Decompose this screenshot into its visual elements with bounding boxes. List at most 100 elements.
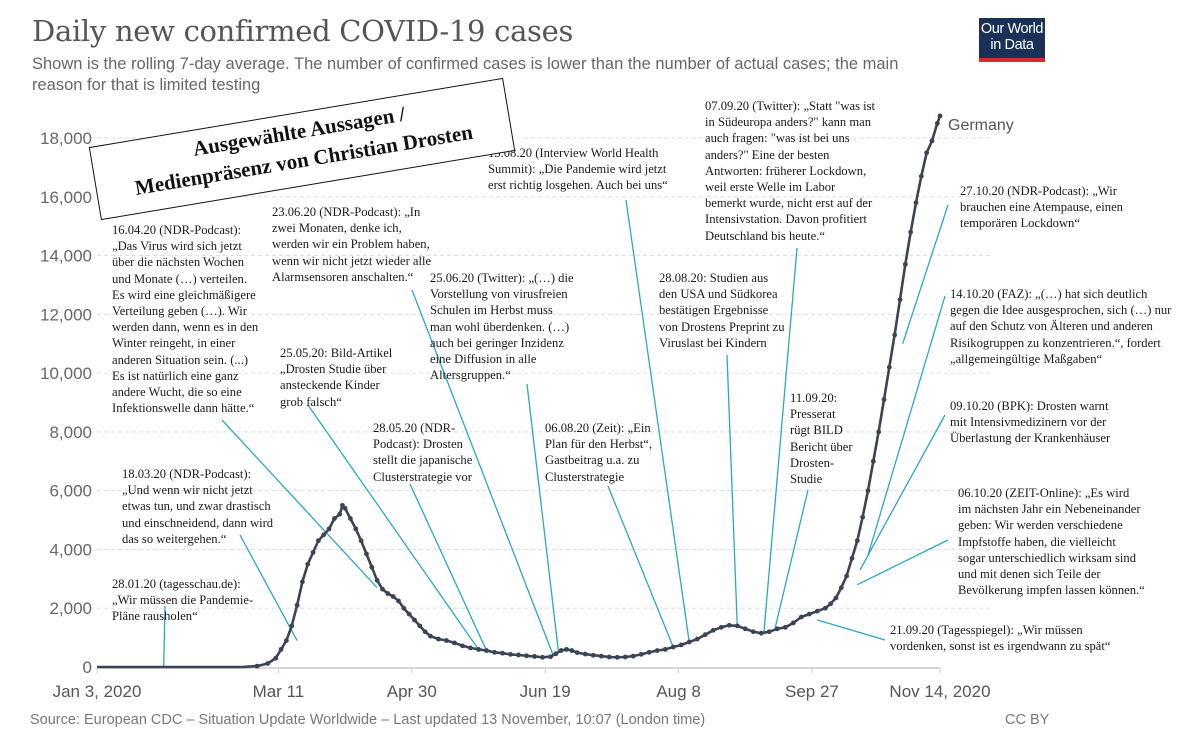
license-link[interactable]: CC BY bbox=[1005, 712, 1050, 728]
annotation-line: Bericht über bbox=[790, 439, 853, 454]
y-tick-label: 18,000 bbox=[40, 129, 92, 148]
data-point bbox=[278, 646, 284, 652]
annotation-a0528: 28.05.20 (NDR- Podcast): Drosten stellt di… bbox=[373, 420, 472, 485]
data-point bbox=[876, 429, 882, 435]
data-point bbox=[670, 644, 676, 650]
data-point bbox=[390, 594, 396, 599]
annotation-line: auch bei geringer Inzidenz bbox=[430, 335, 564, 350]
leader-line bbox=[857, 539, 949, 586]
annotation-a0625: 25.06.20 (Twitter): „(…) die Vorstellung … bbox=[430, 270, 574, 383]
annotation-line: grob falsch“ bbox=[280, 394, 342, 409]
annotation-line: sogar unterschiedlich wirksam sind bbox=[958, 550, 1137, 565]
annotation-a0525: 25.05.20: Bild-Artikel „Drosten Studie üb… bbox=[280, 345, 392, 410]
annotation-line: Antworten: früherer Lockdown, bbox=[705, 163, 867, 178]
annotation-line: Altersgruppen.“ bbox=[430, 368, 511, 383]
data-point bbox=[326, 526, 332, 532]
annotation-line: von Drostens Preprint zu bbox=[659, 319, 785, 334]
annotation-line: in Südeuropa anders?" kann man bbox=[705, 115, 872, 130]
annotation-line: wenn wir nicht jetzt wieder alle bbox=[272, 253, 432, 268]
annotation-line: Bevölkerung impfen lassen können.“ bbox=[958, 583, 1145, 598]
data-point bbox=[798, 614, 804, 620]
annotation-line: Verteilung geben (…). Wir bbox=[112, 304, 247, 319]
data-point bbox=[569, 648, 575, 653]
chart-subtitle: Shown is the rolling 7-day average. The … bbox=[32, 55, 899, 94]
data-point bbox=[638, 651, 644, 657]
data-point bbox=[822, 605, 828, 611]
leader-line bbox=[773, 489, 809, 631]
x-tick-label: Aug 8 bbox=[656, 682, 700, 701]
owid-logo[interactable]: Our World in Data bbox=[979, 18, 1045, 62]
x-axis: Jan 3, 2020 Mar 11 Apr 30 Jun 19 Aug 8 Sep 27… bbox=[53, 667, 991, 701]
logo-line-1: Our World bbox=[980, 21, 1044, 37]
annotation-line: Winter reingeht, in einer bbox=[112, 336, 236, 351]
chart-title: Daily new confirmed COVID-19 cases bbox=[32, 14, 574, 48]
annotation-line: bestätigen Ergebnisse bbox=[659, 303, 769, 318]
annotation-line: 13.08.20 (Interview World Health bbox=[488, 146, 659, 160]
annotation-line: 23.06.20 (NDR-Podcast): „In bbox=[272, 205, 421, 219]
leader-line bbox=[307, 404, 480, 650]
annotation-line: bemerkt wurde, nicht erst auf der bbox=[705, 196, 873, 211]
data-point bbox=[468, 645, 473, 651]
annotation-line: andere Wucht, die so eine bbox=[112, 385, 242, 400]
data-point bbox=[913, 200, 919, 206]
data-point bbox=[364, 551, 369, 557]
data-point bbox=[508, 651, 513, 657]
annotation-line: Risikogruppen zu konzentrieren.“, forder… bbox=[950, 335, 1161, 350]
annotation-line: 09.10.20 (BPK): Drosten warnt bbox=[950, 399, 1109, 413]
data-point bbox=[694, 636, 700, 642]
series-label-germany: Germany bbox=[948, 117, 1014, 134]
data-point bbox=[828, 601, 834, 607]
data-point bbox=[422, 629, 428, 635]
data-point bbox=[428, 633, 433, 639]
leader-line bbox=[859, 414, 946, 571]
data-point bbox=[758, 630, 764, 636]
annotation-line: Intensivstation. Davon profitiert bbox=[705, 212, 867, 227]
annotation-line: Infektionswelle dann hätte.“ bbox=[112, 401, 255, 416]
data-point bbox=[460, 643, 465, 649]
annotation-a0128: 28.01.20 (tagesschau.de): „Wir müssen die… bbox=[112, 576, 253, 625]
y-tick-label: 2,000 bbox=[49, 599, 92, 618]
data-point bbox=[662, 646, 668, 652]
annotation-line: rügt BILD bbox=[790, 423, 843, 438]
data-point bbox=[574, 650, 580, 655]
annotation-line: werden dann, wenn es in den bbox=[112, 320, 259, 335]
data-point bbox=[548, 654, 553, 660]
annotation-line: stellt die japanische bbox=[373, 453, 473, 468]
data-point bbox=[833, 595, 839, 601]
annotation-line: 14.10.20 (FAZ): „(…) hat sich deutlich bbox=[950, 287, 1148, 301]
data-point bbox=[582, 651, 588, 657]
data-point bbox=[814, 608, 820, 614]
data-point bbox=[417, 623, 423, 629]
data-point bbox=[385, 591, 391, 596]
annotation-a1009: 09.10.20 (BPK): Drosten warnt mit Intensi… bbox=[950, 398, 1110, 447]
x-tick-label: Nov 14, 2020 bbox=[889, 682, 990, 701]
data-point bbox=[860, 514, 866, 520]
annotation-a0416: 16.04.20 (NDR-Podcast): „Das Virus wird s… bbox=[112, 222, 258, 416]
data-point bbox=[300, 579, 305, 585]
data-point bbox=[654, 648, 660, 653]
annotation-line: Vorstellung von virusfreien bbox=[430, 287, 568, 302]
x-tick-label: Jan 3, 2020 bbox=[53, 682, 142, 701]
data-point bbox=[742, 626, 748, 632]
data-point bbox=[484, 648, 489, 653]
data-point bbox=[750, 629, 756, 635]
annotation-line: eine Diffusion in alle bbox=[430, 352, 537, 367]
y-tick-label: 0 bbox=[83, 658, 92, 677]
data-point bbox=[558, 648, 564, 653]
annotation-line: Schulen im Herbst muss bbox=[430, 303, 553, 318]
y-tick-label: 10,000 bbox=[40, 364, 92, 383]
y-tick-label: 4,000 bbox=[49, 540, 92, 559]
data-point bbox=[332, 516, 337, 521]
data-point bbox=[254, 663, 260, 669]
annotation-line: Alarmsensoren anschalten.“ bbox=[272, 269, 414, 284]
annotation-line: etwas tun, und zwar drastisch bbox=[122, 499, 271, 514]
leader-line bbox=[625, 199, 690, 643]
data-point bbox=[289, 623, 295, 629]
leader-line bbox=[409, 483, 488, 651]
data-point bbox=[918, 173, 924, 179]
data-point bbox=[337, 511, 343, 517]
annotation-line: 21.09.20 (Tagesspiegel): „Wir müssen bbox=[890, 623, 1083, 637]
data-point bbox=[553, 651, 559, 657]
annotation-line: werden wir ein Problem haben, bbox=[272, 237, 430, 252]
